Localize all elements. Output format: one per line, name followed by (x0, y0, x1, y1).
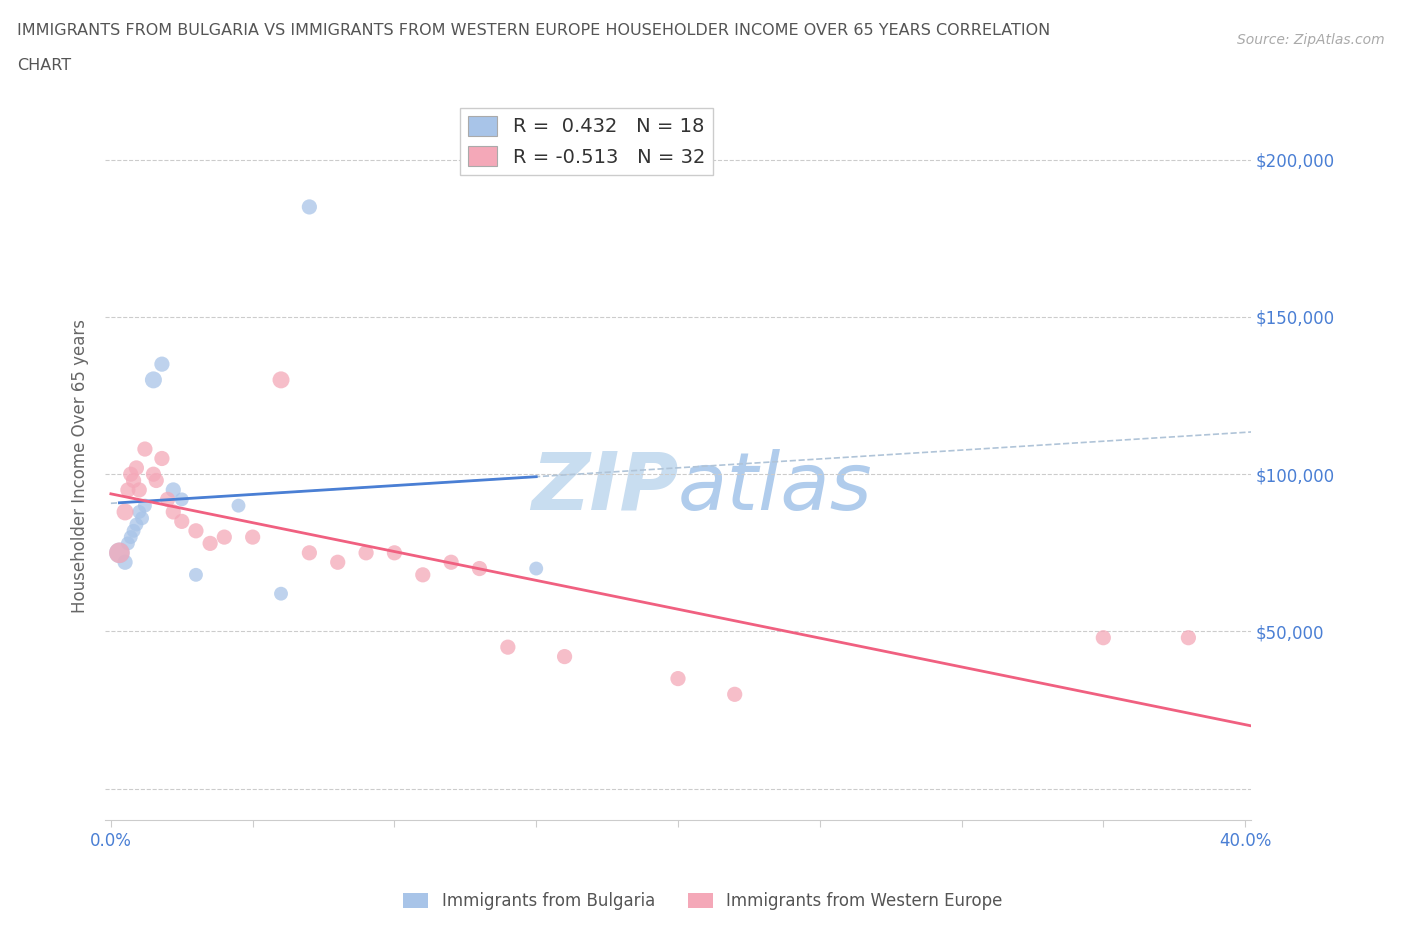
Point (128, 504, 150, 519)
Point (724, 687, 747, 702)
Point (128, 483, 150, 498)
Point (162, 504, 184, 519)
Point (122, 473, 145, 488)
Point (228, 498, 250, 513)
Point (184, 524, 207, 538)
Point (184, 567, 207, 582)
Text: atlas: atlas (678, 448, 873, 526)
Point (134, 498, 156, 513)
Point (270, 372, 292, 387)
Y-axis label: Householder Income Over 65 years: Householder Income Over 65 years (72, 319, 89, 614)
Point (150, 451, 173, 466)
Point (354, 545, 377, 560)
Point (120, 467, 142, 482)
Point (326, 555, 349, 570)
Point (1177, 631, 1199, 645)
Point (270, 586, 292, 601)
Point (170, 492, 193, 507)
Point (114, 504, 136, 519)
Point (298, 200, 321, 215)
Point (1092, 631, 1115, 645)
Point (440, 555, 463, 570)
Point (142, 467, 165, 482)
Point (156, 492, 179, 507)
Point (142, 372, 165, 387)
Point (384, 545, 406, 560)
Point (162, 483, 184, 498)
Point (298, 545, 321, 560)
Point (131, 511, 153, 525)
Point (524, 561, 547, 576)
Text: IMMIGRANTS FROM BULGARIA VS IMMIGRANTS FROM WESTERN EUROPE HOUSEHOLDER INCOME OV: IMMIGRANTS FROM BULGARIA VS IMMIGRANTS F… (17, 23, 1050, 38)
Point (150, 357, 173, 372)
Point (108, 545, 131, 560)
Text: CHART: CHART (17, 58, 70, 73)
Point (412, 567, 434, 582)
Point (214, 530, 236, 545)
Point (496, 640, 519, 655)
Point (117, 483, 139, 498)
Point (120, 530, 142, 545)
Point (198, 536, 221, 551)
Point (242, 530, 264, 545)
Point (468, 561, 491, 576)
Point (108, 545, 131, 560)
Legend: R =  0.432   N = 18, R = -0.513   N = 32: R = 0.432 N = 18, R = -0.513 N = 32 (460, 108, 713, 175)
Point (125, 517, 148, 532)
Legend: Immigrants from Bulgaria, Immigrants from Western Europe: Immigrants from Bulgaria, Immigrants fro… (396, 885, 1010, 917)
Point (145, 473, 167, 488)
Point (170, 514, 193, 529)
Point (117, 536, 139, 551)
Point (554, 649, 576, 664)
Text: Source: ZipAtlas.com: Source: ZipAtlas.com (1237, 33, 1385, 46)
Point (125, 460, 148, 475)
Point (666, 671, 689, 686)
Point (134, 442, 156, 457)
Text: ZIP: ZIP (530, 448, 678, 526)
Point (122, 524, 145, 538)
Point (114, 555, 136, 570)
